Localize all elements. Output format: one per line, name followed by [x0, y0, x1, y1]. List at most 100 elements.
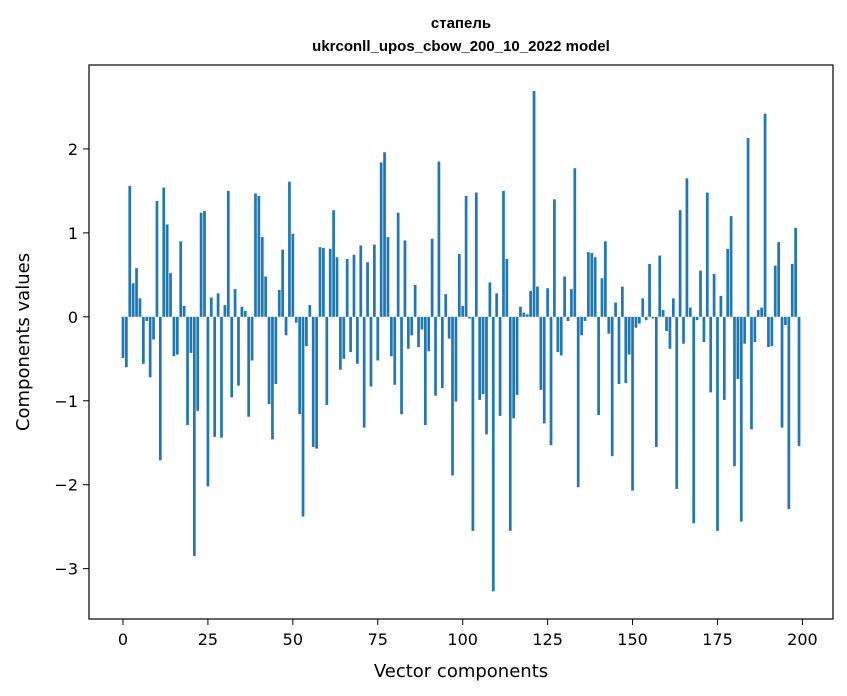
bar-26 — [209, 297, 213, 317]
bar-196 — [787, 316, 791, 510]
bar-73 — [369, 316, 373, 387]
bar-107 — [485, 316, 488, 435]
x-tick-label: 25 — [198, 630, 218, 649]
bar-4 — [135, 268, 138, 317]
bar-172 — [705, 192, 709, 317]
bar-143 — [607, 316, 611, 334]
bar-34 — [237, 316, 240, 386]
bar-116 — [515, 316, 519, 395]
bar-102 — [468, 316, 471, 319]
bar-186 — [753, 316, 757, 342]
bar-174 — [712, 274, 716, 317]
bar-131 — [566, 316, 570, 322]
x-tick-label: 200 — [787, 630, 818, 649]
chart-title-line1: стапель — [431, 15, 491, 32]
bar-164 — [678, 210, 682, 317]
bar-48 — [284, 316, 288, 336]
bar-192 — [773, 265, 777, 317]
bar-41 — [260, 237, 264, 317]
bar-35 — [240, 306, 244, 317]
bar-82 — [400, 316, 403, 415]
bar-198 — [794, 227, 797, 317]
bar-92 — [434, 316, 437, 396]
bar-28 — [216, 293, 220, 317]
bar-23 — [199, 212, 203, 317]
bar-58 — [318, 247, 322, 317]
bar-110 — [495, 293, 499, 317]
bar-144 — [610, 316, 614, 457]
bar-56 — [311, 316, 315, 447]
bar-100 — [461, 305, 465, 317]
bar-50 — [291, 233, 295, 317]
bar-22 — [196, 316, 200, 411]
bar-40 — [257, 195, 261, 317]
bar-1 — [125, 316, 128, 368]
x-tick-label: 150 — [617, 630, 648, 649]
chart-title-line2: ukrconll_upos_cbow_200_10_2022 model — [312, 38, 610, 55]
bar-188 — [760, 307, 764, 317]
bar-60 — [325, 316, 329, 405]
bar-141 — [600, 278, 604, 317]
bar-85 — [410, 316, 414, 336]
bar-3 — [131, 283, 135, 317]
bar-129 — [559, 316, 563, 356]
bar-121 — [532, 91, 536, 317]
bar-181 — [736, 316, 740, 379]
bar-142 — [604, 241, 607, 317]
bar-145 — [614, 302, 617, 317]
bar-20 — [189, 316, 193, 353]
bar-59 — [322, 247, 325, 317]
bar-17 — [179, 241, 183, 317]
bar-109 — [491, 316, 495, 592]
y-tick-label: 0 — [68, 308, 78, 327]
bar-157 — [654, 316, 658, 447]
bar-183 — [743, 316, 747, 344]
y-tick-label: −1 — [54, 392, 78, 411]
bar-21 — [192, 316, 196, 557]
bar-171 — [702, 316, 706, 342]
bar-91 — [430, 238, 434, 317]
bar-162 — [671, 298, 675, 317]
bar-134 — [576, 316, 580, 488]
bar-7 — [145, 316, 149, 322]
bar-112 — [502, 190, 505, 317]
bar-169 — [695, 316, 699, 321]
bar-27 — [213, 316, 217, 437]
x-tick-label: 125 — [532, 630, 563, 649]
bar-66 — [345, 258, 349, 317]
bar-138 — [590, 253, 594, 317]
bar-87 — [417, 316, 420, 348]
bar-149 — [627, 316, 631, 355]
bar-24 — [203, 211, 206, 317]
x-axis-ticks: 0 25 50 75 100 125 150 175 200 — [118, 619, 818, 649]
bar-76 — [379, 162, 383, 317]
bar-71 — [362, 316, 366, 428]
bar-177 — [722, 316, 726, 400]
bar-133 — [573, 168, 577, 317]
bar-77 — [383, 152, 386, 317]
bar-173 — [709, 316, 713, 393]
bar-89 — [423, 316, 427, 426]
bar-168 — [692, 316, 696, 524]
bar-175 — [716, 316, 719, 531]
bar-148 — [624, 316, 628, 384]
bar-19 — [186, 316, 189, 426]
bar-147 — [621, 286, 624, 317]
bar-130 — [563, 276, 566, 317]
bar-65 — [342, 316, 346, 359]
bar-155 — [648, 263, 651, 317]
bar-128 — [556, 316, 560, 353]
bar-136 — [583, 316, 587, 322]
bar-38 — [250, 316, 254, 361]
bar-101 — [464, 195, 468, 317]
bar-132 — [570, 289, 573, 317]
bar-152 — [638, 316, 641, 324]
bar-42 — [264, 276, 268, 317]
bar-190 — [767, 316, 770, 348]
plot-frame — [88, 64, 834, 620]
bar-180 — [733, 316, 736, 467]
bar-53 — [301, 316, 305, 517]
bar-123 — [539, 316, 543, 390]
bar-104 — [474, 192, 478, 317]
